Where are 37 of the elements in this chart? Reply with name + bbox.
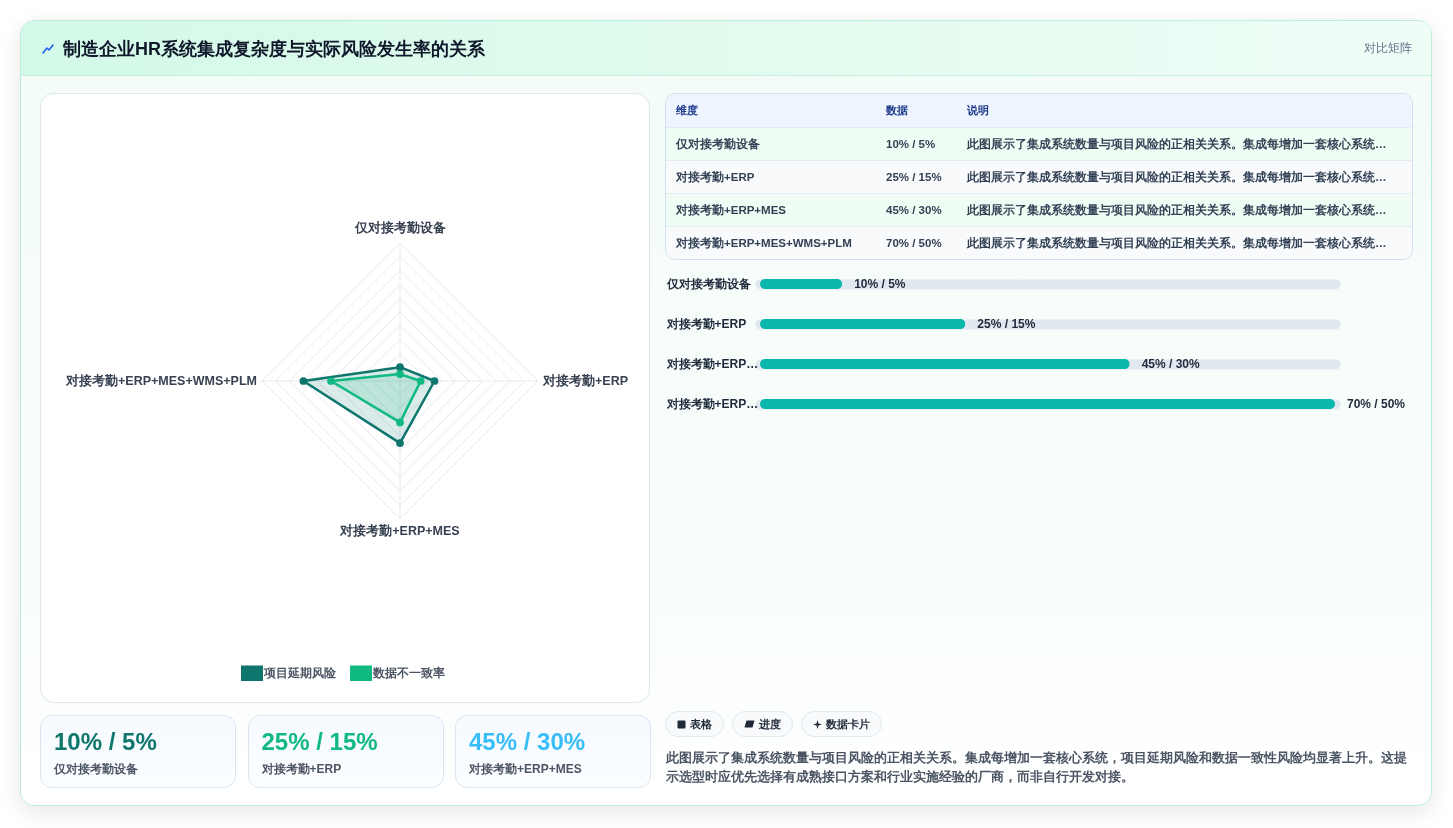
data-label: 70% / 50% (1347, 397, 1406, 411)
stat-card: 10% / 5% 仅对接考勤设备 (40, 715, 236, 788)
spoke-label: 对接考勤+ERP+MES (339, 523, 460, 538)
text: 25% / 15% (885, 171, 943, 183)
text: 此图展示了集成系统数量与项目风险的正相关关系。集成每增加一套核心系统… (966, 235, 1388, 251)
text: 此图展示了集成系统数量与项目风险的正相关关系。集成每增加一套核心系统，项目延期风险和数据一致性风险均显著上升。这提示选型时应优先选择有成熟接口方案和行业实施经验的厂商，而非自行开发对接。 (666, 749, 1408, 786)
chart-title: 制造企业HR系统集成复杂度与实际风险发生率的关系 (63, 38, 485, 61)
y-tick-label: 对接考勤+ERP… (665, 357, 759, 371)
text: 对接考勤+ERP+MES+WMS+PLM (675, 235, 853, 251)
bar (760, 279, 843, 289)
stat-card: 45% / 30% 对接考勤+ERP+MES (455, 715, 651, 788)
text: 此图展示了集成系统数量与项目风险的正相关关系。集成每增加一套核心系统… (966, 136, 1388, 152)
text: 此图展示了集成系统数量与项目风险的正相关关系。集成每增加一套核心系统… (966, 169, 1388, 185)
view-button[interactable]: 数据卡片 (801, 711, 882, 737)
legend-label: 项目延期风险 (263, 666, 337, 681)
text: 维度 (675, 103, 699, 118)
data-label: 25% / 15% (977, 317, 1036, 331)
text: 对比矩阵 (1364, 40, 1412, 56)
view-button[interactable]: 表格 (665, 711, 724, 737)
spoke-label: 仅对接考勤设备 (353, 220, 446, 235)
y-tick-label: 对接考勤+ERP (665, 317, 747, 331)
view-button[interactable]: 进度 (732, 711, 793, 737)
y-tick-label: 对接考勤+ERP… (665, 397, 759, 411)
data-label: 10% / 5% (854, 277, 906, 291)
text: 此图展示了集成系统数量与项目风险的正相关关系。集成每增加一套核心系统… (966, 202, 1388, 218)
text: 70% / 50% (885, 237, 943, 249)
text: 说明 (966, 103, 990, 118)
spoke-label: 对接考勤+ERP+MES+WMS+PLM (65, 373, 257, 388)
legend-label: 数据不一致率 (372, 666, 445, 681)
stat-card: 25% / 15% 对接考勤+ERP (247, 715, 444, 788)
text: 数据 (885, 103, 909, 118)
text: 45% / 30% (885, 204, 943, 216)
text: 10% / 5% (885, 138, 937, 150)
text: 对接考勤+ERP+MES (675, 202, 787, 218)
data-label: 45% / 30% (1141, 357, 1201, 371)
y-tick-label: 仅对接考勤设备 (665, 277, 751, 291)
spoke-label: 对接考勤+ERP (542, 373, 629, 388)
